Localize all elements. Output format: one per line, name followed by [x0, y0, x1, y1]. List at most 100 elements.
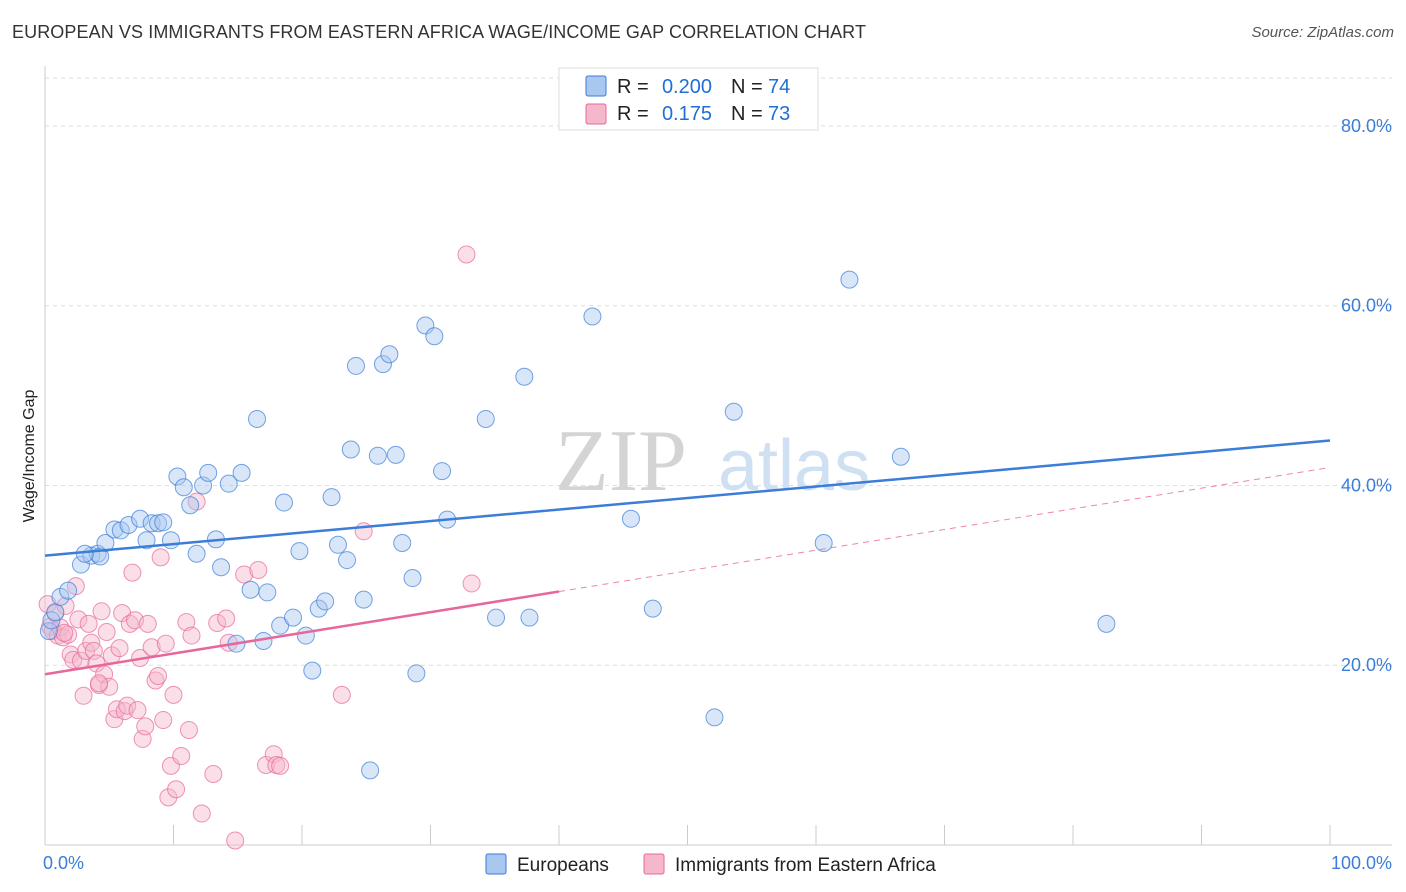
immigrants-point	[249, 560, 268, 579]
axes	[44, 66, 1392, 846]
immigrants-point	[74, 686, 93, 705]
europeans-point	[284, 608, 303, 627]
legend-swatch-europeans	[585, 75, 607, 97]
immigrants-point	[142, 638, 161, 657]
immigrants-point	[97, 622, 116, 641]
legend-swatch-europeans-bottom	[485, 853, 507, 875]
series-europeans-points	[39, 270, 1116, 780]
europeans-point	[258, 583, 277, 602]
legend-r-label-2: R =	[617, 103, 649, 125]
legend-n-label-1: N =	[731, 76, 763, 98]
europeans-point	[393, 533, 412, 552]
europeans-point	[520, 608, 539, 627]
y-tick-label: 60.0%	[1341, 296, 1392, 316]
europeans-point	[46, 603, 65, 622]
trend-line-europeans	[44, 439, 1331, 557]
europeans-point	[271, 616, 290, 635]
immigrants-point	[167, 780, 186, 799]
europeans-point	[1097, 614, 1116, 633]
immigrants-point	[89, 674, 108, 693]
europeans-point	[51, 587, 70, 606]
immigrants-point	[177, 613, 196, 632]
immigrants-point	[179, 720, 198, 739]
europeans-point	[840, 270, 859, 289]
europeans-point	[248, 409, 267, 428]
europeans-point	[219, 474, 238, 493]
immigrants-point	[100, 677, 119, 696]
europeans-point	[724, 402, 743, 421]
immigrants-point	[208, 613, 227, 632]
europeans-point	[407, 664, 426, 683]
immigrants-point	[56, 596, 75, 615]
y-tick-label: 40.0%	[1341, 475, 1392, 495]
tick-labels: 20.0% 40.0% 60.0% 80.0% 0.0% 100.0%	[43, 116, 1392, 873]
immigrants-point	[154, 711, 173, 730]
immigrants-point	[151, 548, 170, 567]
europeans-point	[346, 356, 365, 375]
legend-label-europeans: Europeans	[517, 855, 609, 876]
immigrants-point	[55, 623, 74, 642]
europeans-point	[705, 708, 724, 727]
immigrants-point	[118, 696, 137, 715]
immigrants-point	[192, 804, 211, 823]
europeans-point	[59, 581, 78, 600]
europeans-point	[476, 409, 495, 428]
source-label: Source: ZipAtlas.com	[1251, 24, 1394, 41]
europeans-point	[316, 592, 335, 611]
europeans-point	[337, 551, 356, 570]
europeans-point	[328, 535, 347, 554]
legend-n-value-1: 74	[768, 76, 790, 98]
europeans-point	[181, 496, 200, 515]
x-tick-label-end: 100.0%	[1331, 853, 1392, 873]
legend-r-value-2: 0.175	[662, 103, 712, 125]
immigrants-point	[64, 650, 83, 669]
europeans-point	[232, 463, 251, 482]
europeans-point	[322, 488, 341, 507]
trend-line-immigrants-extrapolated	[558, 466, 1331, 593]
immigrants-point	[164, 685, 183, 704]
legend-r-value-1: 0.200	[662, 76, 712, 98]
europeans-point	[174, 478, 193, 497]
europeans-point	[119, 516, 138, 535]
immigrants-point	[79, 614, 98, 633]
europeans-point	[515, 367, 534, 386]
immigrants-point	[69, 610, 88, 629]
immigrants-point	[204, 764, 223, 783]
immigrants-point	[120, 614, 139, 633]
europeans-point	[241, 580, 260, 599]
immigrants-point	[235, 565, 254, 584]
watermark-zip: ZIP	[555, 413, 687, 510]
europeans-point	[154, 513, 173, 532]
y-tick-label: 20.0%	[1341, 655, 1392, 675]
immigrants-point	[226, 831, 245, 850]
immigrants-point	[332, 685, 351, 704]
europeans-point	[199, 463, 218, 482]
immigrants-point	[92, 602, 111, 621]
europeans-point	[71, 555, 90, 574]
immigrants-point	[264, 745, 283, 764]
europeans-point	[39, 622, 58, 641]
europeans-point	[303, 661, 322, 680]
legend-label-immigrants: Immigrants from Eastern Africa	[675, 855, 936, 876]
immigrants-point	[138, 614, 157, 633]
trend-line-immigrants	[44, 590, 560, 676]
europeans-point	[105, 520, 124, 539]
europeans-point	[583, 307, 602, 326]
europeans-point	[643, 599, 662, 618]
immigrants-point	[457, 245, 476, 264]
chart-title: EUROPEAN VS IMMIGRANTS FROM EASTERN AFRI…	[12, 22, 867, 42]
immigrants-point	[182, 626, 201, 645]
europeans-point	[386, 445, 405, 464]
legend-swatch-immigrants	[585, 103, 607, 125]
immigrants-point	[172, 747, 191, 766]
europeans-point	[131, 509, 150, 528]
immigrants-point	[110, 639, 129, 658]
europeans-point	[96, 533, 115, 552]
immigrants-point	[217, 609, 236, 628]
immigrants-point	[462, 574, 481, 593]
europeans-point	[187, 544, 206, 563]
europeans-point	[296, 626, 315, 645]
legend-n-label-2: N =	[731, 103, 763, 125]
europeans-point	[137, 531, 156, 550]
